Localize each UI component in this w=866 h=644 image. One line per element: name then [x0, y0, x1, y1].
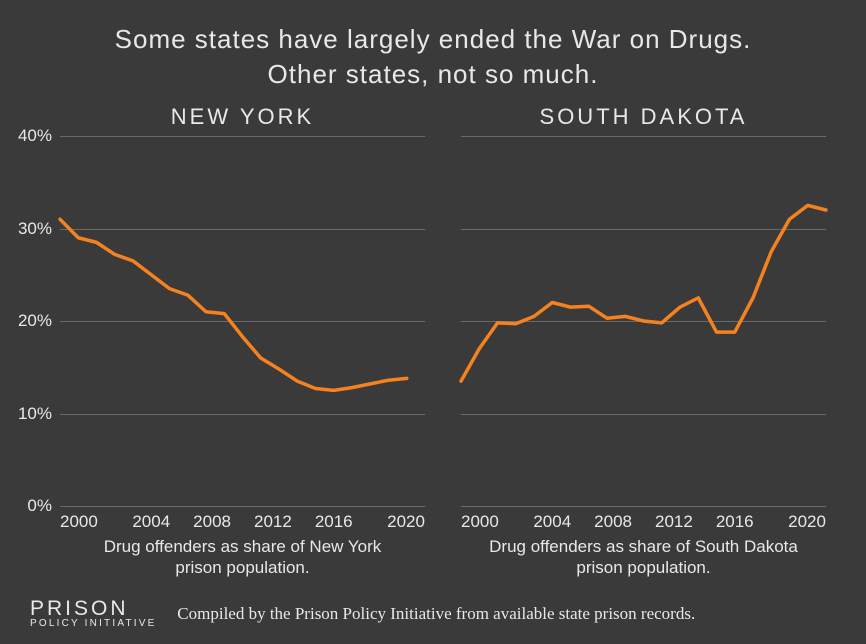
y-axis-label: 0%: [27, 496, 52, 516]
chart-panel: NEW YORK0%10%20%30%40%200020042008201220…: [60, 104, 425, 579]
y-axis-label: 20%: [18, 311, 52, 331]
chart-panel: SOUTH DAKOTA 200020042008201220162020 Drug…: [461, 104, 826, 579]
chart-title: NEW YORK: [60, 104, 425, 130]
y-axis-label: 10%: [18, 404, 52, 424]
x-axis-label: 2016: [704, 512, 765, 532]
main-title: Some states have largely ended the War o…: [0, 0, 866, 92]
x-axis-label: 2020: [364, 512, 425, 532]
x-axis-label: 2012: [643, 512, 704, 532]
x-axis-label: 2016: [303, 512, 364, 532]
x-axis-label: 2004: [522, 512, 583, 532]
footer: PRISON POLICY INITIATIVE Compiled by the…: [0, 600, 866, 628]
data-line: [60, 219, 407, 390]
title-line-2: Other states, not so much.: [268, 59, 599, 89]
title-line-1: Some states have largely ended the War o…: [115, 24, 752, 54]
chart-title: SOUTH DAKOTA: [461, 104, 826, 130]
x-axis-label: 2000: [461, 512, 522, 532]
charts-container: NEW YORK0%10%20%30%40%200020042008201220…: [0, 92, 866, 579]
plot-area: 0%10%20%30%40%: [60, 136, 425, 506]
chart-caption: Drug offenders as share of New Yorkpriso…: [60, 536, 425, 579]
y-axis-label: 40%: [18, 126, 52, 146]
x-axis-label: 2008: [182, 512, 243, 532]
data-line: [461, 206, 826, 382]
x-axis: 200020042008201220162020: [461, 512, 826, 532]
grid-line: [461, 506, 826, 507]
x-axis-label: 2000: [60, 512, 121, 532]
chart-line-svg: [461, 136, 826, 506]
x-axis-label: 2012: [242, 512, 303, 532]
x-axis: 200020042008201220162020: [60, 512, 425, 532]
y-axis-label: 30%: [18, 219, 52, 239]
x-axis-label: 2020: [765, 512, 826, 532]
plot-area: [461, 136, 826, 506]
x-axis-label: 2008: [583, 512, 644, 532]
chart-caption: Drug offenders as share of South Dakotap…: [461, 536, 826, 579]
chart-line-svg: [60, 136, 425, 506]
grid-line: [60, 506, 425, 507]
source-text: Compiled by the Prison Policy Initiative…: [37, 604, 837, 624]
x-axis-label: 2004: [121, 512, 182, 532]
